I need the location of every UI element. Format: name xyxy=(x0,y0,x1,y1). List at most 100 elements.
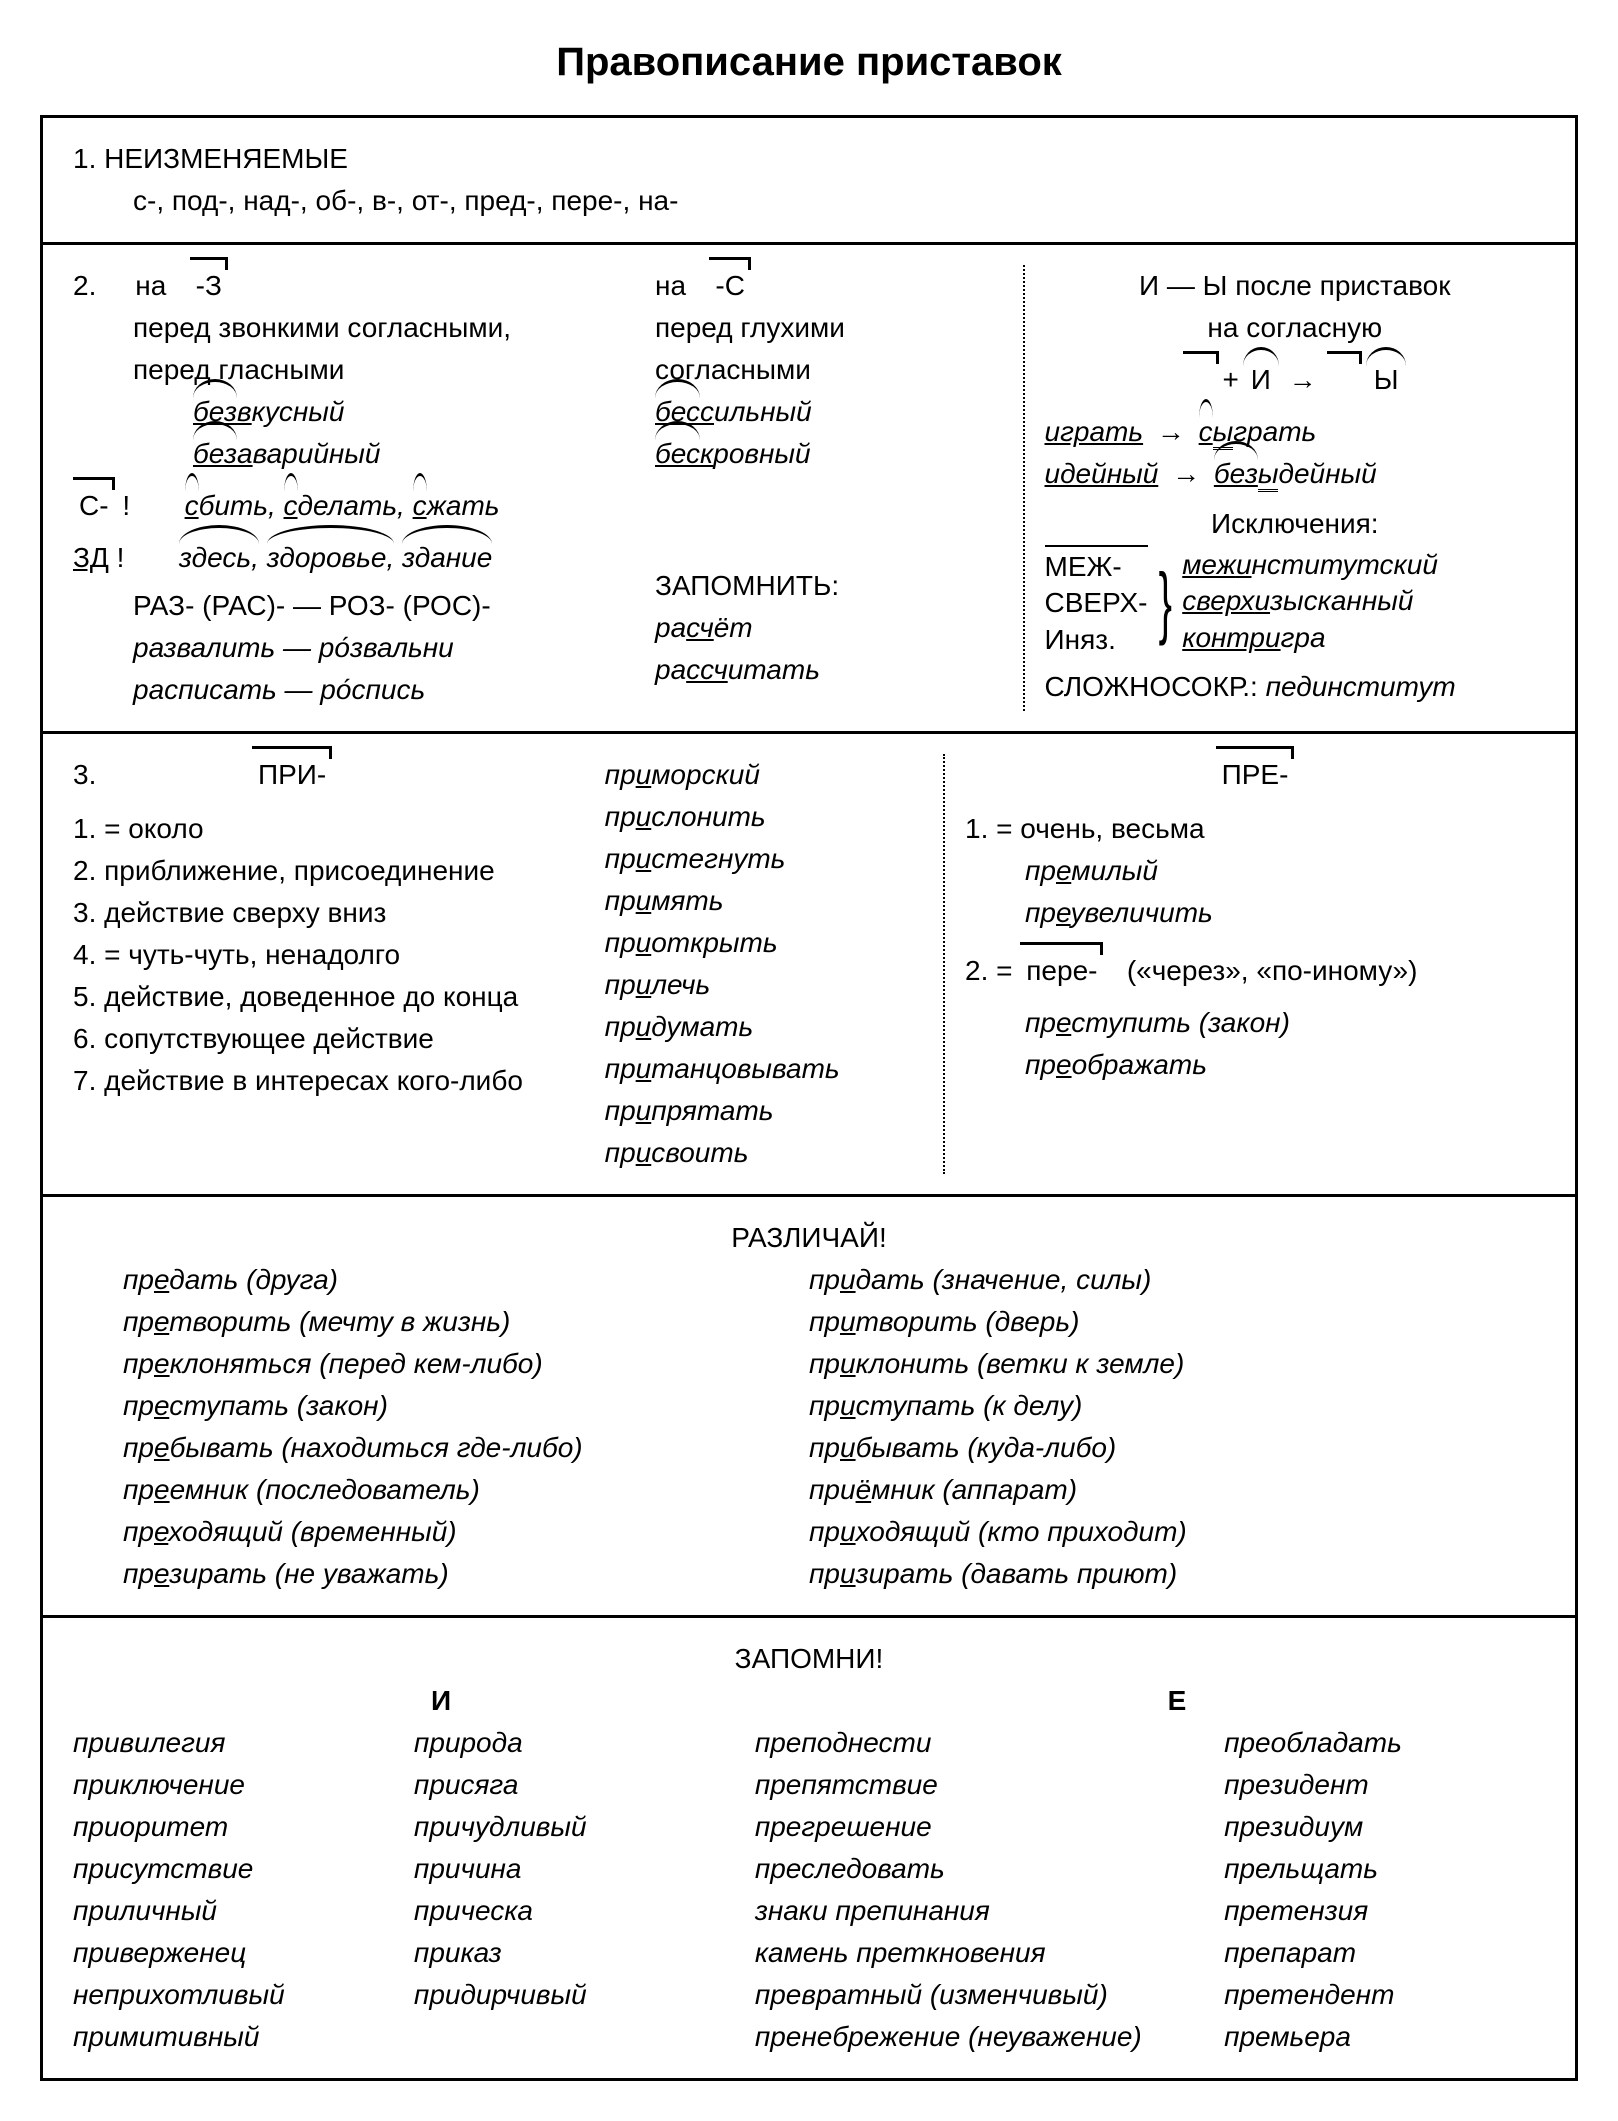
pre-prefix: ПРЕ- xyxy=(1216,754,1295,796)
brace-icon: } xyxy=(1158,572,1171,632)
pri-rule-item: 3. действие сверху вниз xyxy=(73,892,605,934)
remember-i-header: И xyxy=(73,1680,809,1722)
zd-mark: ЗД xyxy=(73,542,109,573)
section-2-left: 2. на -З перед звонкими согласными, пере… xyxy=(73,265,655,711)
remember-item: превратный (изменчивый) xyxy=(755,1974,1204,2016)
zd-excl: ! xyxy=(117,542,125,573)
exceptions-block: МЕЖ- СВЕРХ- Иняз. } межинститутский свер… xyxy=(1045,545,1546,658)
pri-prefix: ПРИ- xyxy=(252,754,332,796)
remember-item: примитивный xyxy=(73,2016,394,2058)
pri-examples-column: приморскийприслонитьпристегнутьпримятьпр… xyxy=(605,754,943,1174)
pri-example-item: придумать xyxy=(605,1006,943,1048)
remember-item: преследовать xyxy=(755,1848,1204,1890)
remember-item: прельщать xyxy=(1224,1848,1545,1890)
remember-col-1: привилегияприключениеприоритетприсутстви… xyxy=(73,1722,394,2058)
section-1-heading: 1. НЕИЗМЕНЯЕМЫЕ xyxy=(73,138,1545,180)
pre-example-1: премилый xyxy=(965,850,1545,892)
distinguish-item: предать (друга) xyxy=(123,1259,809,1301)
remember-item: претендент xyxy=(1224,1974,1545,2016)
remember-item: премьера xyxy=(1224,2016,1545,2058)
remember-title: ЗАПОМНИ! xyxy=(73,1638,1545,1680)
remember-section: ЗАПОМНИ! И Е привилегияприключениеприори… xyxy=(43,1618,1575,2078)
remember-item: причудливый xyxy=(414,1806,735,1848)
pri-rule-item: 6. сопутствующее действие xyxy=(73,1018,605,1060)
iy-title-2: на согласную xyxy=(1045,307,1546,349)
remember-col-3: преподнестипрепятствиепрегрешениепреслед… xyxy=(755,1722,1204,2058)
z-example-1: безвкусный xyxy=(73,391,645,433)
remember-item: прическа xyxy=(414,1890,735,1932)
z-example-2: безаварийный xyxy=(73,433,645,475)
section-3-number: 3. xyxy=(73,759,96,790)
pri-example-item: примять xyxy=(605,880,943,922)
section-1-prefixes: с-, под-, над-, об-, в-, от-, пред-, пер… xyxy=(73,180,1545,222)
pre-rule-2: 2. = пере- («через», «по-иному») xyxy=(965,950,1545,992)
pri-example-item: припрятать xyxy=(605,1090,943,1132)
section-2-right: И — Ы после приставок на согласную + И →… xyxy=(1023,265,1546,711)
pri-example-item: пристегнуть xyxy=(605,838,943,880)
remember-item: приверженец xyxy=(73,1932,394,1974)
remember-item: прегрешение xyxy=(755,1806,1204,1848)
distinguish-item: преемник (последователь) xyxy=(123,1469,809,1511)
iy-diagram: + И → Ы xyxy=(1045,359,1546,401)
pri-example-item: приморский xyxy=(605,754,943,796)
z-prefix-box: -З xyxy=(190,265,228,307)
remember-item: присутствие xyxy=(73,1848,394,1890)
distinguish-right-column: придать (значение, силы)притворить (двер… xyxy=(809,1259,1495,1595)
na-label-2: на xyxy=(655,270,686,301)
pri-example-item: присвоить xyxy=(605,1132,943,1174)
remember-item: приказ xyxy=(414,1932,735,1974)
remember-ex-1: расчёт xyxy=(655,607,1013,649)
c-rule-2: согласными xyxy=(655,349,1013,391)
remember-item: природа xyxy=(414,1722,735,1764)
pri-rule-item: 5. действие, доведенное до конца xyxy=(73,976,605,1018)
section-3: 3. ПРИ- 1. = около2. приближение, присое… xyxy=(43,734,1575,1197)
pri-example-item: прилечь xyxy=(605,964,943,1006)
iy-title-1: И — Ы после приставок xyxy=(1045,265,1546,307)
remember-item: претензия xyxy=(1224,1890,1545,1932)
pri-example-item: приоткрыть xyxy=(605,922,943,964)
z-rule-2: перед гласными xyxy=(73,349,645,391)
exceptions-title: Исключения: xyxy=(1045,503,1546,545)
pre-example-4: преображать xyxy=(965,1044,1545,1086)
pre-example-2: преувеличить xyxy=(965,892,1545,934)
remember-item: причина xyxy=(414,1848,735,1890)
c-example-1: бессильный xyxy=(655,391,1013,433)
remember-item: преподнести xyxy=(755,1722,1204,1764)
remember-item: приоритет xyxy=(73,1806,394,1848)
pre-example-3: преступить (закон) xyxy=(965,1002,1545,1044)
section-2: 2. на -З перед звонкими согласными, пере… xyxy=(43,245,1575,734)
arrow-icon: → xyxy=(1172,458,1200,489)
distinguish-item: придать (значение, силы) xyxy=(809,1259,1495,1301)
distinguish-title: РАЗЛИЧАЙ! xyxy=(73,1217,1545,1259)
iy-example-1: играть → сыграть xyxy=(1045,411,1546,453)
distinguish-left-column: предать (друга)претворить (мечту в жизнь… xyxy=(123,1259,809,1595)
remember-item: неприхотливый xyxy=(73,1974,394,2016)
c-rule-1: перед глухими xyxy=(655,307,1013,349)
pri-rule-item: 2. приближение, присоединение xyxy=(73,850,605,892)
pri-example-item: прислонить xyxy=(605,796,943,838)
distinguish-item: преходящий (временный) xyxy=(123,1511,809,1553)
remember-ex-2: рассчитать xyxy=(655,649,1013,691)
section-2-middle: на -С перед глухими согласными бессильны… xyxy=(655,265,1023,711)
distinguish-item: притворить (дверь) xyxy=(809,1301,1495,1343)
pri-rule-item: 1. = около xyxy=(73,808,605,850)
pri-rule-item: 7. действие в интересах кого-либо xyxy=(73,1060,605,1102)
remember-col-2: природаприсягапричудливыйпричинаприческа… xyxy=(414,1722,735,2058)
remember-item: привилегия xyxy=(73,1722,394,1764)
z-rule-1: перед звонкими согласными, xyxy=(73,307,645,349)
remember-item: пренебрежение (неуважение) xyxy=(755,2016,1204,2058)
s-excl: ! xyxy=(122,490,130,521)
distinguish-item: преступать (закон) xyxy=(123,1385,809,1427)
distinguish-item: пребывать (находиться где-либо) xyxy=(123,1427,809,1469)
page-title: Правописание приставок xyxy=(40,40,1578,85)
section-2-number: 2. xyxy=(73,270,96,301)
pri-example-item: пританцовывать xyxy=(605,1048,943,1090)
iy-example-2: идейный → безыдейный xyxy=(1045,453,1546,495)
remember-item: камень преткновения xyxy=(755,1932,1204,1974)
remember-item: президент xyxy=(1224,1764,1545,1806)
remember-item: препарат xyxy=(1224,1932,1545,1974)
distinguish-section: РАЗЛИЧАЙ! предать (друга)претворить (меч… xyxy=(43,1197,1575,1618)
raz-example-2: расписать — ро́спись xyxy=(73,669,645,711)
distinguish-item: приёмник (аппарат) xyxy=(809,1469,1495,1511)
distinguish-item: приходящий (кто приходит) xyxy=(809,1511,1495,1553)
